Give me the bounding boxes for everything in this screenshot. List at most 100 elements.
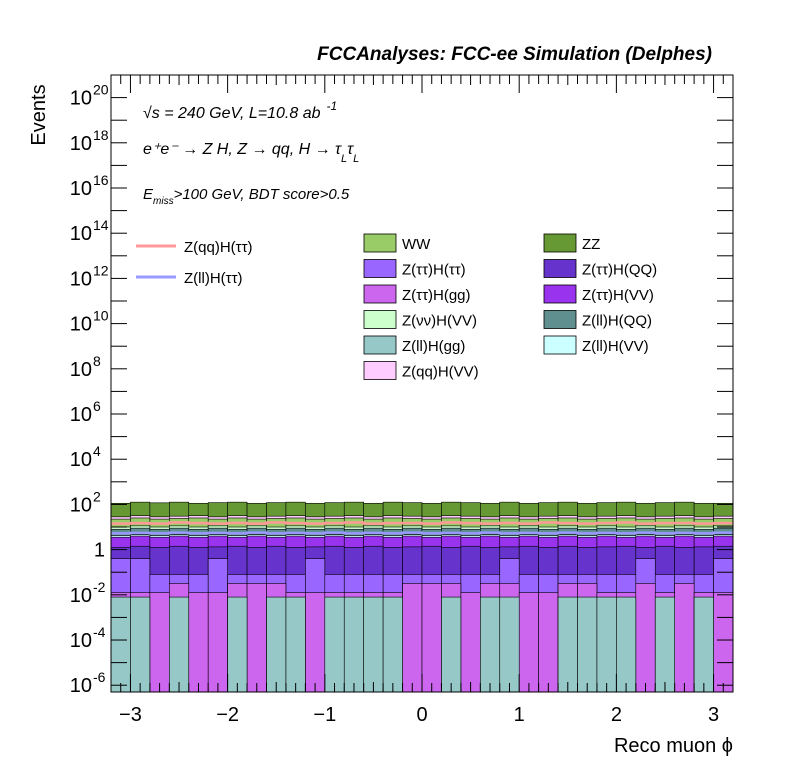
y-tick-exponent: 8 — [93, 353, 101, 369]
legend-swatch-z-h — [363, 259, 397, 278]
x-axis-label: Reco muon ϕ — [614, 735, 733, 757]
y-tick-exponent: 18 — [93, 127, 109, 143]
bar-z-h-gg-15 — [402, 583, 423, 693]
legend-label: Z(qq)H(ττ) — [184, 239, 253, 256]
legend-label: Z(ll)H(VV) — [582, 338, 649, 355]
y-tick-exponent: 12 — [93, 262, 109, 278]
bar-z-h-gg-10 — [305, 592, 326, 693]
bar-z-h-gg-7 — [246, 583, 267, 693]
bar-z-ll-h-gg-8 — [266, 596, 287, 693]
y-tick-label: 10 — [70, 88, 92, 110]
bar-z-ll-h-gg-20 — [499, 596, 520, 693]
cut-e: E — [143, 186, 154, 203]
legend-swatch-z-h-gg — [363, 284, 397, 304]
bar-z-ll-h-gg-0 — [110, 596, 131, 693]
y-tick-label: 10 — [70, 178, 92, 200]
bar-z-ll-h-gg-11 — [324, 596, 345, 693]
bar-z-ll-h-gg-23 — [557, 596, 578, 693]
cut-rest: >100 GeV, BDT score>0.5 — [174, 186, 350, 203]
y-tick-label: 1 — [94, 540, 105, 562]
legend-label: Z(ττ)H(VV) — [582, 287, 654, 304]
bar-z-ll-h-gg-30 — [693, 596, 714, 693]
y-tick-label: 10 — [70, 223, 92, 245]
y-tick-label: 10 — [70, 449, 92, 471]
y-tick-exponent: 20 — [93, 82, 109, 98]
legend-swatch-z-ll-h-gg — [363, 335, 397, 355]
y-tick-label: 10 — [70, 404, 92, 426]
legend-swatch-z-ll-h-qq — [543, 310, 577, 329]
bar-z-h-gg-18 — [460, 592, 481, 693]
y-tick-exponent: 6 — [93, 398, 101, 414]
bar-z-ll-h-gg-19 — [480, 596, 501, 693]
line-z-qq-h — [111, 521, 733, 525]
y-tick-exponent: 4 — [93, 443, 101, 459]
legend-swatch-z-h-vv — [543, 284, 577, 304]
bar-z-h-gg-4 — [188, 592, 209, 693]
y-tick-label: 10 — [70, 359, 92, 381]
y-tick-exponent: 2 — [93, 488, 101, 504]
signal-lines — [111, 521, 733, 535]
bar-z-ll-h-gg-26 — [616, 596, 637, 693]
y-tick-exponent: -2 — [93, 579, 106, 595]
y-tick-exponent: -6 — [93, 669, 106, 685]
annotation-cuts: Emiss>100 GeV, BDT score>0.5 — [143, 186, 350, 207]
bar-z-ll-h-gg-14 — [382, 596, 403, 693]
process-text: e⁺e⁻ → Z H, Z → qq, H → τ — [143, 141, 342, 158]
bar-z-ll-h-gg-1 — [130, 596, 151, 693]
legend-swatch-z-ll-h-vv — [543, 335, 577, 355]
bar-z-h-gg-22 — [538, 592, 559, 693]
bar-z-ll-h-gg-9 — [285, 596, 306, 693]
bar-z-h-gg-21 — [518, 592, 539, 693]
bar-z-ll-h-gg-25 — [596, 596, 617, 693]
legend-swatch-zz — [543, 233, 577, 253]
process-tau-2: τ — [347, 141, 354, 158]
bar-z-ll-h-gg-12 — [343, 596, 364, 693]
bar-z-ll-h-gg-17 — [441, 596, 462, 693]
y-tick-label: 10 — [70, 585, 92, 607]
legend-label: Z(ll)H(QQ) — [582, 313, 652, 330]
legend-label: Z(ττ)H(gg) — [402, 287, 471, 304]
y-tick-label: 10 — [70, 630, 92, 652]
lumi-exponent: -1 — [327, 99, 338, 113]
legend-label: WW — [402, 236, 431, 253]
bar-z-ll-h-gg-6 — [227, 596, 248, 693]
legend-label: Z(ll)H(gg) — [402, 338, 465, 355]
legend-label: Z(νν)H(VV) — [402, 313, 477, 330]
bar-z-h-gg-31 — [713, 592, 734, 693]
bar-z-h-gg-16 — [421, 583, 442, 693]
x-tick-label: −1 — [313, 704, 336, 726]
y-tick-exponent: 14 — [93, 217, 109, 233]
svg-text:Emiss>100 GeV, BDT score>0.5: Emiss>100 GeV, BDT score>0.5 — [143, 186, 350, 207]
y-axis-label: Events — [28, 84, 50, 145]
bar-z-h-gg-27 — [635, 583, 656, 693]
y-tick-exponent: 16 — [93, 172, 109, 188]
y-tick-label: 10 — [70, 268, 92, 290]
bar-z-h-gg-29 — [674, 583, 695, 693]
bar-z-ll-h-gg-24 — [577, 596, 598, 693]
legend: Z(qq)H(ττ) Z(ll)H(ττ) WW ZZ Z(ττ)H(ττ) Z(ττ)H… — [136, 233, 657, 381]
bar-z-ll-h-gg-3 — [169, 596, 190, 693]
y-tick-label: 10 — [70, 133, 92, 155]
bar-z-h-gg-2 — [149, 592, 170, 693]
bar-z-ll-h-gg-13 — [363, 596, 384, 693]
line-z-ll-h — [111, 531, 733, 535]
x-tick-label: 3 — [708, 704, 719, 726]
legend-label: Z(ττ)H(ττ) — [402, 262, 466, 279]
legend-swatch-z-h-qq — [543, 259, 577, 278]
y-tick-exponent: -4 — [93, 624, 106, 640]
energy-lumi: = 240 GeV, L=10.8 ab — [160, 105, 321, 122]
y-tick-label: 10 — [70, 314, 92, 336]
legend-swatch-ww — [363, 233, 397, 253]
annotation-process: e⁺e⁻ → Z H, Z → qq, H → τLτL — [143, 141, 359, 165]
annotation-energy: √s = 240 GeV, L=10.8 ab -1 — [143, 99, 337, 122]
x-tick-label: 0 — [416, 704, 427, 726]
process-sub-2: L — [353, 153, 359, 165]
y-tick-label: 10 — [70, 494, 92, 516]
cut-miss: miss — [153, 196, 174, 207]
histogram-layers — [110, 501, 734, 693]
x-tick-label: 1 — [514, 704, 525, 726]
svg-text:e⁺e⁻ → Z H, Z → qq, H → τLτL: e⁺e⁻ → Z H, Z → qq, H → τLτL — [143, 141, 359, 165]
